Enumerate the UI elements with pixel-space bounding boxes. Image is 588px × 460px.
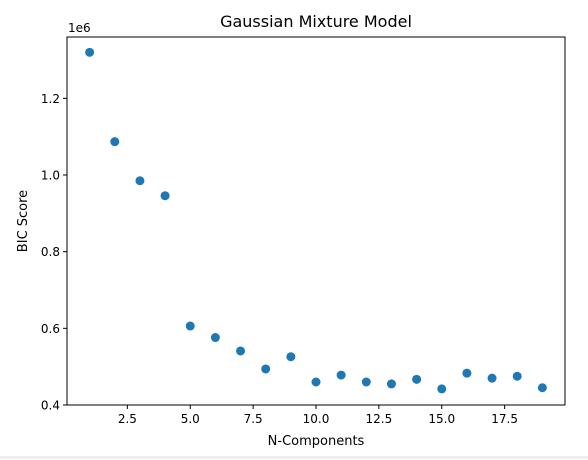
data-point	[210, 333, 220, 343]
y-offset-text: 1e6	[68, 21, 91, 35]
y-tick-label: 0.4	[41, 399, 60, 413]
data-points	[85, 47, 547, 394]
x-tick-label: 12.5	[366, 412, 393, 426]
x-axis-label: N-Components	[268, 434, 365, 449]
y-tick-label: 1.0	[41, 169, 60, 183]
data-point	[512, 371, 522, 381]
data-point	[361, 377, 371, 387]
x-ticks: 2.5 5.0 7.5 10.0 12.5 15.0 17.5	[118, 405, 518, 426]
x-tick-label: 15.0	[428, 412, 455, 426]
data-point	[412, 374, 422, 384]
chart-title: Gaussian Mixture Model	[220, 12, 412, 31]
data-point	[286, 352, 296, 362]
y-tick-label: 1.2	[41, 92, 60, 106]
data-point	[311, 377, 321, 387]
data-point	[462, 368, 472, 378]
x-tick-label: 2.5	[118, 412, 137, 426]
data-point	[236, 346, 246, 356]
y-tick-label: 0.8	[41, 245, 60, 259]
plot-area-frame	[66, 36, 566, 406]
y-ticks: 0.4 0.6 0.8 1.0 1.2	[41, 92, 67, 413]
data-point	[487, 373, 497, 383]
y-tick-label: 0.6	[41, 322, 60, 336]
x-tick-label: 7.5	[244, 412, 263, 426]
bottom-edge-strip	[0, 456, 588, 459]
data-point	[261, 364, 271, 374]
x-tick-label: 10.0	[303, 412, 330, 426]
data-point	[135, 176, 145, 186]
data-point	[437, 384, 447, 394]
data-point	[537, 383, 547, 393]
data-point	[336, 370, 346, 380]
y-axis-label: BIC Score	[16, 190, 31, 252]
data-point	[185, 321, 195, 331]
x-tick-label: 17.5	[491, 412, 518, 426]
data-point	[386, 379, 396, 389]
data-point	[85, 47, 95, 57]
data-point	[160, 191, 170, 201]
x-tick-label: 5.0	[181, 412, 200, 426]
data-point	[110, 137, 120, 147]
